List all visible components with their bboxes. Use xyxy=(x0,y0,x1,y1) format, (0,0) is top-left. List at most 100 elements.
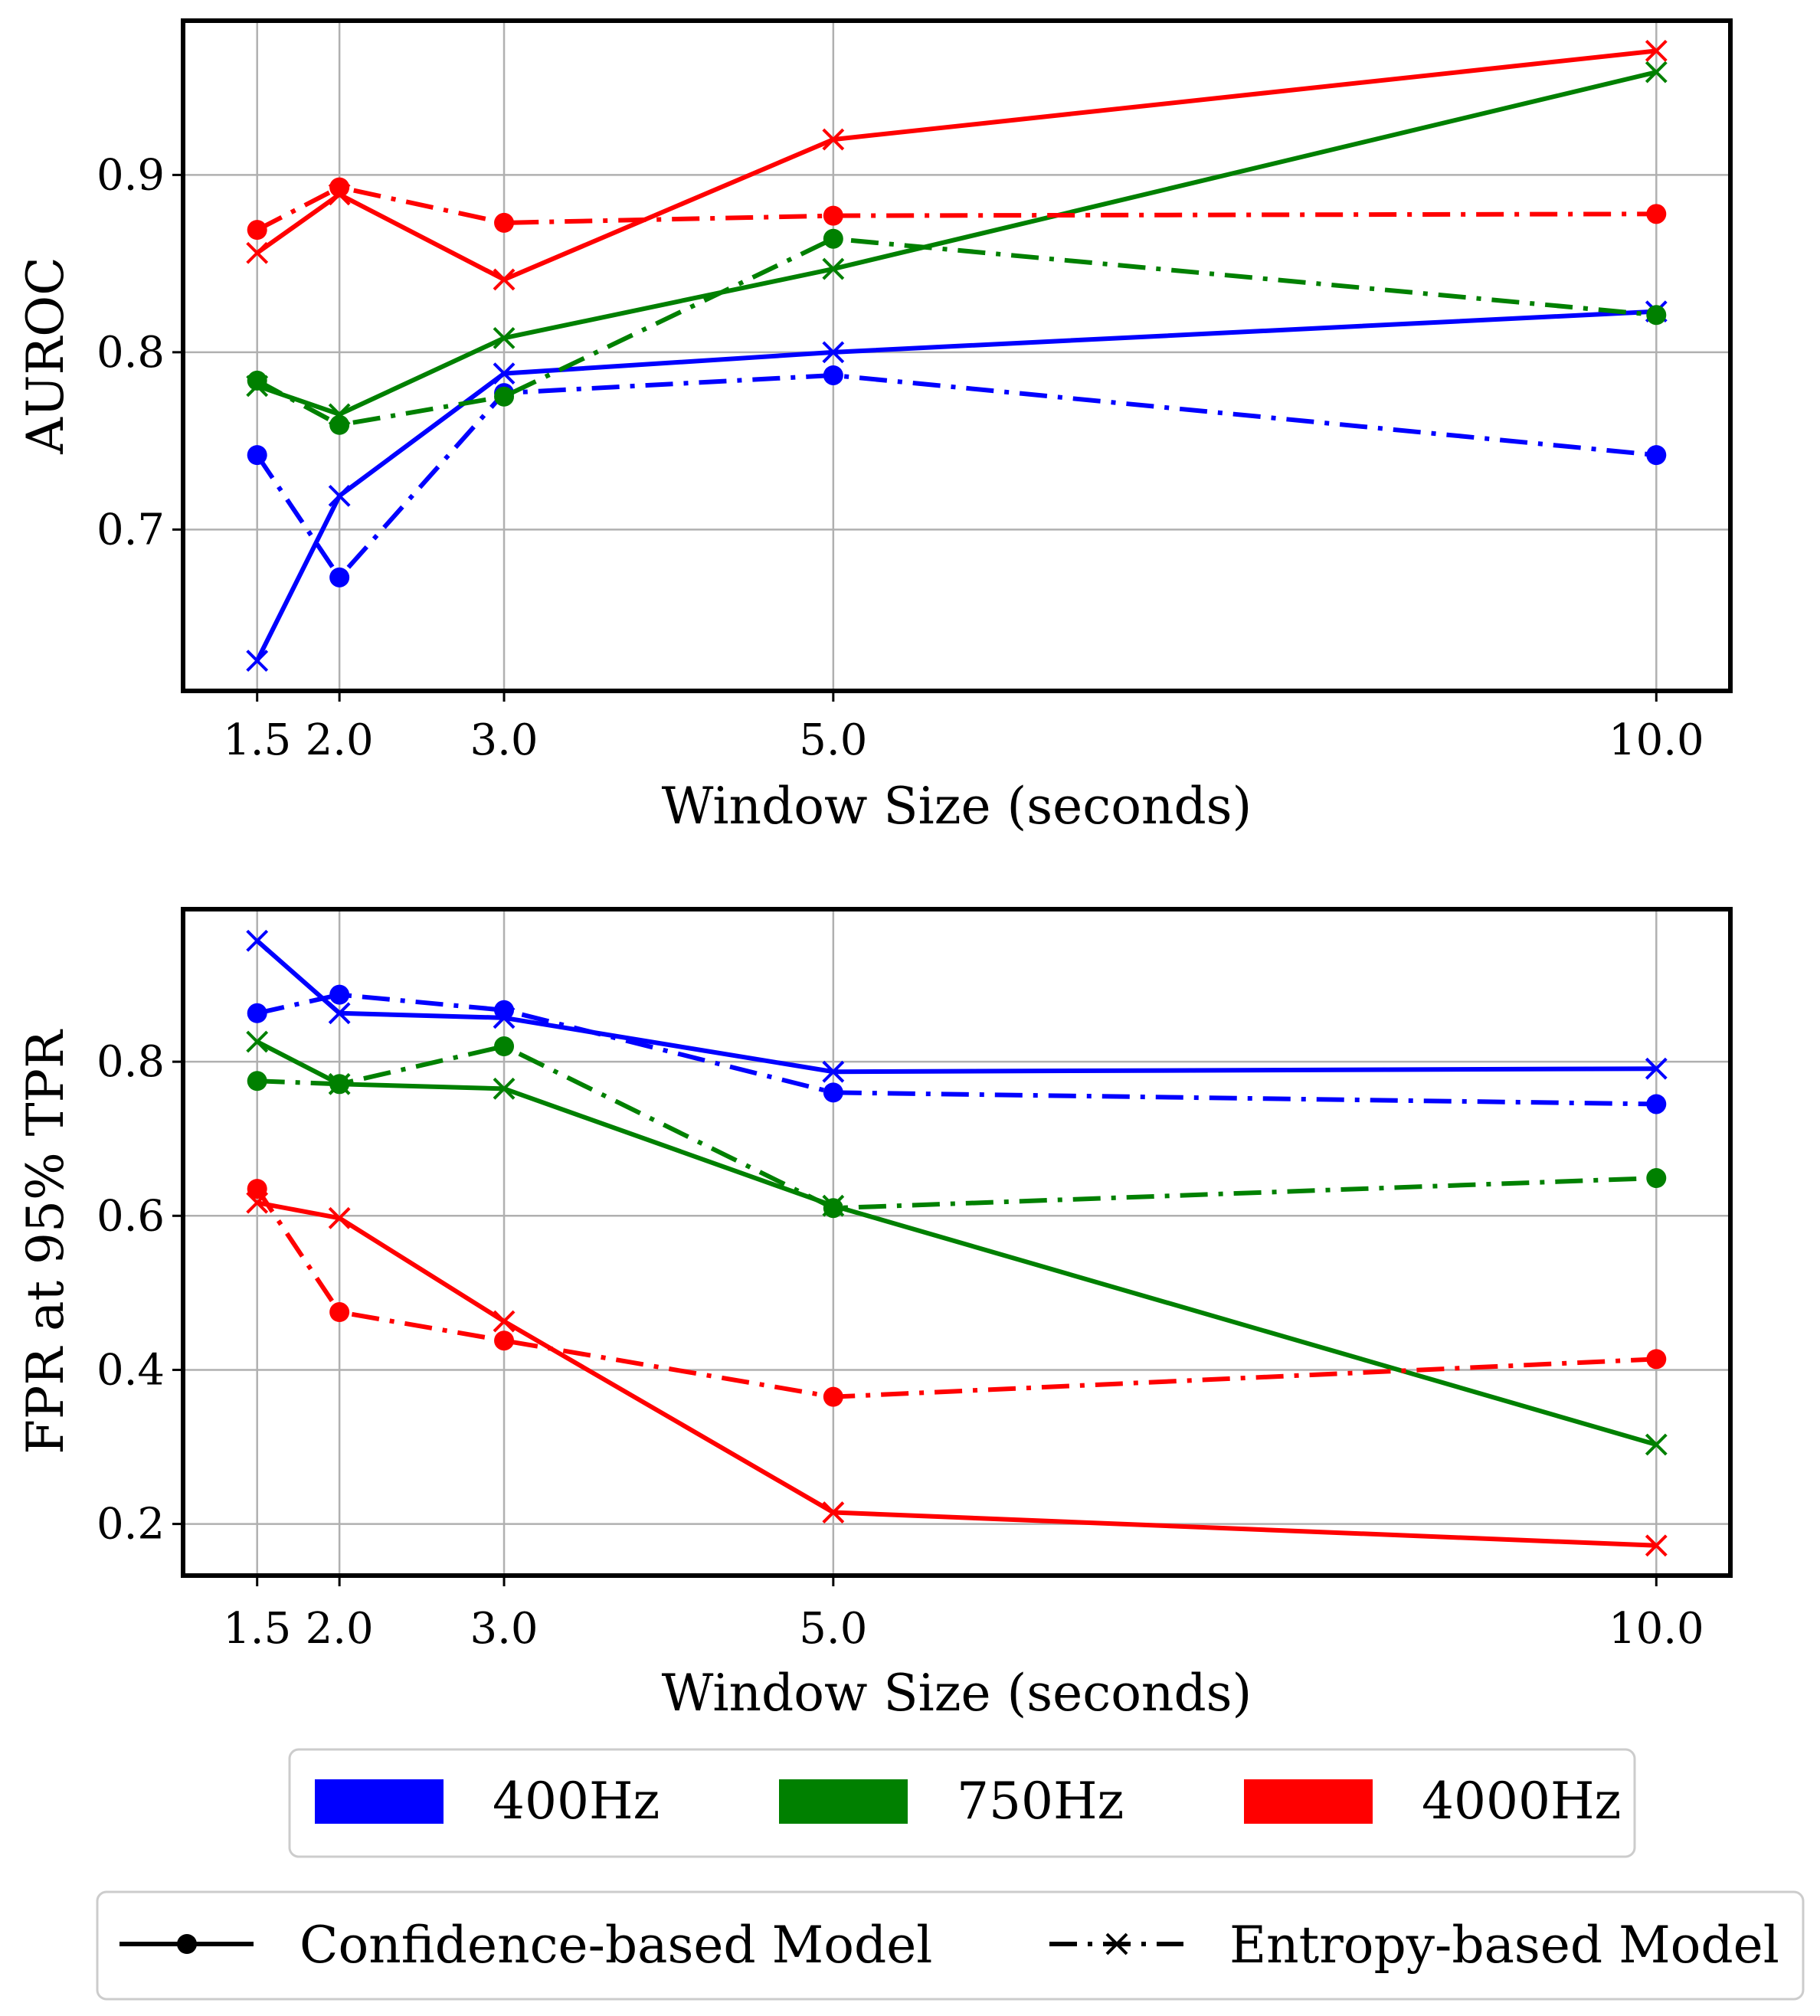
auroc-series-4000hz-entropy-based-model-point xyxy=(247,220,267,241)
auroc-series-400hz-confidence-based-model-point xyxy=(328,484,351,507)
auroc-y-tick-label: 0.9 xyxy=(97,150,165,200)
legend-confidence-based-model-sample-marker xyxy=(177,1934,197,1954)
legend-750hz-swatch xyxy=(779,1779,908,1824)
auroc-series-400hz-confidence-based-model-point xyxy=(246,650,269,673)
auroc-series-400hz-confidence-based-model-point xyxy=(822,341,845,364)
fpr-series-400hz-entropy-based-model-line xyxy=(257,992,1657,1107)
fpr-series-4000hz-entropy-based-model-point xyxy=(823,1386,843,1407)
auroc-series-4000hz-confidence-based-model-point xyxy=(493,268,516,291)
auroc-series-750hz-entropy-based-model-point xyxy=(494,386,515,407)
fpr-series-750hz-entropy-based-model-point xyxy=(1646,1168,1667,1189)
auroc-x-tick-label: 3.0 xyxy=(470,715,538,765)
fpr-series-4000hz-confidence-based-model-point xyxy=(1645,1534,1668,1557)
fpr-series-400hz-entropy-based-model-point xyxy=(823,1082,843,1103)
auroc-plot-frame xyxy=(181,18,1733,693)
legend-4000hz-label: 4000Hz xyxy=(1422,1772,1621,1831)
legend-entropy-based-model-sample-marker xyxy=(1105,1933,1128,1955)
fpr-series-400hz-entropy-based-model-point xyxy=(494,1000,515,1020)
auroc-series-400hz-confidence-based-model-line xyxy=(255,309,1657,662)
fpr-series-400hz-confidence-based-model xyxy=(246,929,1668,1083)
legend-750hz-label: 750Hz xyxy=(957,1772,1124,1831)
fpr-series-400hz-confidence-based-model-point xyxy=(246,929,269,952)
auroc-x-tick-label: 10.0 xyxy=(1609,715,1704,765)
fpr-series-750hz-confidence-based-model-point xyxy=(493,1077,516,1100)
model-legend: Confidence-based Model Entropy-based Mode… xyxy=(96,1890,1805,2001)
auroc-y-tick-label: 0.7 xyxy=(97,505,165,555)
auroc-series-750hz-entropy-based-model-line xyxy=(256,236,1657,427)
frequency-legend-box xyxy=(288,1748,1636,1858)
fpr-x-tick-label: 3.0 xyxy=(470,1604,538,1654)
fpr-series-750hz-entropy-based-model-line xyxy=(257,1044,1657,1211)
auroc-series-400hz-entropy-based-model-line xyxy=(255,372,1657,580)
auroc-y-axis-label: AUROC xyxy=(16,257,75,455)
fpr-series-750hz-confidence-based-model-point xyxy=(246,1030,269,1053)
frequency-legend: 400Hz 750Hz 4000Hz xyxy=(288,1748,1636,1858)
auroc-series-400hz-entropy-based-model-point xyxy=(247,445,267,466)
fpr-series-400hz-entropy-based-model-point xyxy=(329,984,350,1005)
fpr-series-4000hz-entropy-based-model-point xyxy=(1646,1349,1667,1370)
fpr-series-400hz-entropy-based-model xyxy=(247,984,1667,1114)
legend-confidence-based-model-label: Confidence-based Model xyxy=(300,1916,932,1975)
fpr-series-4000hz-confidence-based-model-point xyxy=(822,1501,845,1523)
auroc-series-400hz-entropy-based-model-point xyxy=(1646,445,1667,466)
fpr-series-400hz-confidence-based-model-point xyxy=(328,1002,351,1025)
legend-400hz-swatch xyxy=(315,1779,444,1824)
auroc-series-4000hz-entropy-based-model-point xyxy=(494,212,515,233)
fpr-series-400hz-confidence-based-model-point xyxy=(822,1060,845,1083)
auroc-series-750hz-entropy-based-model-point xyxy=(329,414,350,435)
fpr-series-4000hz-entropy-based-model-point xyxy=(494,1330,515,1351)
auroc-chart: 1.5 2.0 3.0 5.0 10.0 0.7 0.8 0.9 Window Size (… xyxy=(16,18,1733,836)
fpr-y-tick-label: 0.4 xyxy=(97,1345,165,1395)
auroc-series-750hz-entropy-based-model-point xyxy=(247,370,267,391)
fpr-y-tick-label: 0.2 xyxy=(97,1500,165,1550)
auroc-series-400hz-confidence-based-model-point xyxy=(493,362,516,385)
fpr-y-axis-label: FPR at 95% TPR xyxy=(16,1029,75,1455)
auroc-series-750hz-entropy-based-model xyxy=(247,228,1667,435)
fpr-y-tick-label: 0.6 xyxy=(97,1191,165,1241)
fpr-series-750hz-entropy-based-model-point xyxy=(247,1071,267,1091)
fpr-series-750hz-confidence-based-model-point xyxy=(1645,1433,1668,1456)
legend-4000hz-swatch xyxy=(1244,1779,1373,1824)
fpr-plot-frame xyxy=(181,907,1733,1578)
fpr-x-tick-label: 1.5 xyxy=(223,1604,291,1654)
fpr-series-4000hz-confidence-based-model-point xyxy=(493,1310,516,1333)
legend-entropy-based-model-sample xyxy=(1049,1933,1183,1955)
fpr-series-4000hz-confidence-based-model-point xyxy=(328,1206,351,1229)
auroc-series-750hz-confidence-based-model xyxy=(246,61,1668,426)
fpr-series-400hz-confidence-based-model-line xyxy=(255,938,1657,1075)
auroc-x-axis-label: Window Size (seconds) xyxy=(662,777,1252,836)
legend-entropy-based-model-label: Entropy-based Model xyxy=(1229,1916,1779,1975)
auroc-series-750hz-confidence-based-model-point xyxy=(493,326,516,349)
auroc-series-4000hz-entropy-based-model xyxy=(247,177,1667,241)
auroc-series-4000hz-confidence-based-model xyxy=(246,39,1668,291)
fpr-series-4000hz-entropy-based-model xyxy=(247,1179,1667,1407)
auroc-series-750hz-confidence-based-model-point xyxy=(1645,61,1668,83)
auroc-y-tick-label: 0.8 xyxy=(97,328,165,378)
auroc-series-750hz-entropy-based-model-point xyxy=(823,228,843,249)
fpr-x-tick-label: 10.0 xyxy=(1609,1604,1704,1654)
auroc-x-tick-label: 1.5 xyxy=(223,715,291,765)
fpr-x-tick-label: 5.0 xyxy=(799,1604,867,1654)
fpr-series-400hz-entropy-based-model-point xyxy=(1646,1094,1667,1114)
auroc-series-4000hz-entropy-based-model-line xyxy=(256,185,1657,232)
fpr-series-400hz-confidence-based-model-point xyxy=(1645,1057,1668,1080)
auroc-series-4000hz-entropy-based-model-point xyxy=(823,205,843,226)
legend-confidence-based-model-sample xyxy=(119,1934,254,1954)
fpr-series-4000hz-entropy-based-model-line xyxy=(255,1187,1657,1399)
auroc-series-4000hz-entropy-based-model-point xyxy=(329,177,350,198)
model-legend-box xyxy=(96,1890,1805,2001)
fpr-series-750hz-entropy-based-model-point xyxy=(494,1036,515,1057)
auroc-x-tick-label: 2.0 xyxy=(306,715,374,765)
auroc-series-4000hz-confidence-based-model-point xyxy=(246,241,269,264)
fpr-series-750hz-entropy-based-model xyxy=(247,1036,1667,1219)
fpr-x-axis-label: Window Size (seconds) xyxy=(662,1664,1252,1723)
fpr-series-400hz-entropy-based-model-point xyxy=(247,1003,267,1023)
fpr-series-4000hz-entropy-based-model-point xyxy=(329,1302,350,1323)
auroc-x-tick-label: 5.0 xyxy=(799,715,867,765)
fpr-chart: 1.5 2.0 3.0 5.0 10.0 0.2 0.4 0.6 0.8 Window Siz… xyxy=(16,907,1733,1723)
auroc-series-4000hz-confidence-based-model-point xyxy=(1645,39,1668,62)
auroc-series-400hz-entropy-based-model xyxy=(247,365,1667,587)
fpr-x-tick-label: 2.0 xyxy=(306,1604,374,1654)
auroc-series-400hz-entropy-based-model-point xyxy=(823,365,843,385)
fpr-series-4000hz-entropy-based-model-point xyxy=(247,1179,267,1199)
